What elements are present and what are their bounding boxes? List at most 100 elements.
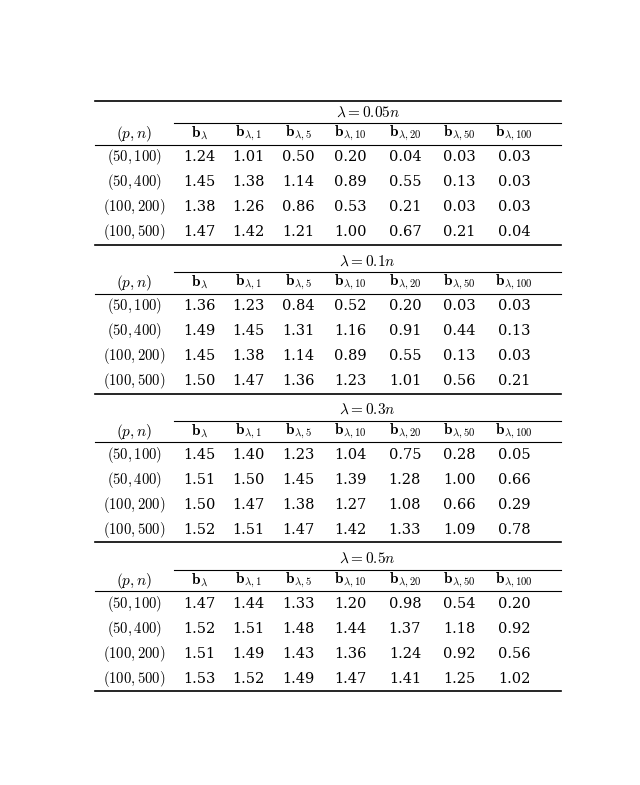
Text: 0.66: 0.66 [443, 498, 476, 512]
Text: 1.39: 1.39 [334, 473, 367, 487]
Text: $\mathbf{b}_{\lambda,100}$: $\mathbf{b}_{\lambda,100}$ [495, 273, 533, 292]
Text: $\mathbf{b}_{\lambda}$: $\mathbf{b}_{\lambda}$ [191, 274, 207, 291]
Text: 0.03: 0.03 [443, 150, 476, 164]
Text: 0.21: 0.21 [388, 200, 421, 214]
Text: 1.40: 1.40 [232, 448, 265, 462]
Text: $(50,400)$: $(50,400)$ [107, 470, 162, 490]
Text: 1.41: 1.41 [389, 672, 421, 686]
Text: 1.51: 1.51 [183, 473, 215, 487]
Text: 0.55: 0.55 [388, 175, 421, 189]
Text: 1.14: 1.14 [282, 175, 314, 189]
Text: $(50,100)$: $(50,100)$ [107, 445, 162, 465]
Text: 1.45: 1.45 [232, 324, 265, 338]
Text: $(50,400)$: $(50,400)$ [107, 172, 162, 192]
Text: 1.20: 1.20 [334, 597, 367, 611]
Text: $\mathbf{b}_{\lambda}$: $\mathbf{b}_{\lambda}$ [191, 126, 207, 142]
Text: 1.33: 1.33 [282, 597, 314, 611]
Text: 1.38: 1.38 [183, 200, 215, 214]
Text: 1.47: 1.47 [232, 374, 265, 388]
Text: $\mathbf{b}_{\lambda,10}$: $\mathbf{b}_{\lambda,10}$ [334, 124, 367, 144]
Text: 1.49: 1.49 [232, 647, 265, 661]
Text: $(100,200)$: $(100,200)$ [104, 197, 166, 217]
Text: 1.47: 1.47 [282, 523, 314, 537]
Text: $\mathbf{b}_{\lambda,100}$: $\mathbf{b}_{\lambda,100}$ [495, 422, 533, 441]
Text: 1.50: 1.50 [183, 374, 215, 388]
Text: $\mathbf{b}_{\lambda,1}$: $\mathbf{b}_{\lambda,1}$ [236, 422, 262, 441]
Text: $\lambda = 0.1n$: $\lambda = 0.1n$ [339, 254, 396, 268]
Text: $\mathbf{b}_{\lambda}$: $\mathbf{b}_{\lambda}$ [191, 572, 207, 590]
Text: 1.49: 1.49 [183, 324, 215, 338]
Text: $(p,n)$: $(p,n)$ [116, 422, 153, 442]
Text: 1.01: 1.01 [232, 150, 265, 164]
Text: 1.53: 1.53 [183, 672, 215, 686]
Text: $(p,n)$: $(p,n)$ [116, 571, 153, 590]
Text: 1.36: 1.36 [334, 647, 367, 661]
Text: 0.84: 0.84 [282, 299, 314, 313]
Text: $(100,200)$: $(100,200)$ [104, 644, 166, 664]
Text: 1.27: 1.27 [334, 498, 367, 512]
Text: $\mathbf{b}_{\lambda,10}$: $\mathbf{b}_{\lambda,10}$ [334, 273, 367, 292]
Text: 1.25: 1.25 [444, 672, 476, 686]
Text: 0.67: 0.67 [388, 225, 421, 239]
Text: $\mathbf{b}_{\lambda,20}$: $\mathbf{b}_{\lambda,20}$ [388, 124, 421, 144]
Text: 1.16: 1.16 [334, 324, 367, 338]
Text: 0.13: 0.13 [443, 349, 476, 363]
Text: 0.92: 0.92 [443, 647, 476, 661]
Text: 0.04: 0.04 [388, 150, 421, 164]
Text: $\lambda = 0.5n$: $\lambda = 0.5n$ [339, 552, 396, 566]
Text: $\mathbf{b}_{\lambda,5}$: $\mathbf{b}_{\lambda,5}$ [285, 571, 312, 590]
Text: 1.04: 1.04 [334, 448, 367, 462]
Text: $(50,100)$: $(50,100)$ [107, 147, 162, 167]
Text: $(50,100)$: $(50,100)$ [107, 594, 162, 614]
Text: 0.04: 0.04 [498, 225, 531, 239]
Text: 1.42: 1.42 [334, 523, 367, 537]
Text: 1.36: 1.36 [282, 374, 314, 388]
Text: $\mathbf{b}_{\lambda,100}$: $\mathbf{b}_{\lambda,100}$ [495, 124, 533, 144]
Text: 1.42: 1.42 [232, 225, 265, 239]
Text: 1.00: 1.00 [443, 473, 476, 487]
Text: 1.01: 1.01 [388, 374, 421, 388]
Text: 1.24: 1.24 [183, 150, 215, 164]
Text: 1.00: 1.00 [334, 225, 367, 239]
Text: 0.03: 0.03 [498, 175, 531, 189]
Text: 1.47: 1.47 [183, 225, 215, 239]
Text: 0.78: 0.78 [498, 523, 531, 537]
Text: 1.44: 1.44 [232, 597, 265, 611]
Text: 0.66: 0.66 [498, 473, 531, 487]
Text: $\mathbf{b}_{\lambda,50}$: $\mathbf{b}_{\lambda,50}$ [444, 124, 476, 144]
Text: $(100,200)$: $(100,200)$ [104, 495, 166, 515]
Text: 0.56: 0.56 [443, 374, 476, 388]
Text: 1.43: 1.43 [282, 647, 314, 661]
Text: 1.23: 1.23 [334, 374, 367, 388]
Text: 0.20: 0.20 [334, 150, 367, 164]
Text: 1.45: 1.45 [183, 349, 215, 363]
Text: 0.75: 0.75 [388, 448, 421, 462]
Text: 1.51: 1.51 [183, 647, 215, 661]
Text: 0.55: 0.55 [388, 349, 421, 363]
Text: 0.13: 0.13 [443, 175, 476, 189]
Text: 1.50: 1.50 [183, 498, 215, 512]
Text: 1.45: 1.45 [282, 473, 314, 487]
Text: 1.09: 1.09 [444, 523, 476, 537]
Text: 1.36: 1.36 [183, 299, 215, 313]
Text: $\mathbf{b}_{\lambda,20}$: $\mathbf{b}_{\lambda,20}$ [388, 273, 421, 292]
Text: 0.53: 0.53 [334, 200, 367, 214]
Text: 1.38: 1.38 [232, 175, 265, 189]
Text: $\mathbf{b}_{\lambda,100}$: $\mathbf{b}_{\lambda,100}$ [495, 571, 533, 590]
Text: 0.03: 0.03 [498, 200, 531, 214]
Text: 1.52: 1.52 [232, 672, 265, 686]
Text: 1.08: 1.08 [388, 498, 421, 512]
Text: 1.23: 1.23 [282, 448, 314, 462]
Text: 1.14: 1.14 [282, 349, 314, 363]
Text: 1.51: 1.51 [232, 523, 265, 537]
Text: $(100,200)$: $(100,200)$ [104, 346, 166, 366]
Text: 0.98: 0.98 [388, 597, 421, 611]
Text: $\mathbf{b}_{\lambda,1}$: $\mathbf{b}_{\lambda,1}$ [236, 273, 262, 292]
Text: $\lambda = 0.3n$: $\lambda = 0.3n$ [339, 403, 396, 418]
Text: 1.28: 1.28 [388, 473, 421, 487]
Text: 1.44: 1.44 [334, 622, 367, 636]
Text: $\mathbf{b}_{\lambda,5}$: $\mathbf{b}_{\lambda,5}$ [285, 124, 312, 144]
Text: 0.56: 0.56 [498, 647, 531, 661]
Text: 1.33: 1.33 [388, 523, 421, 537]
Text: 1.45: 1.45 [183, 448, 215, 462]
